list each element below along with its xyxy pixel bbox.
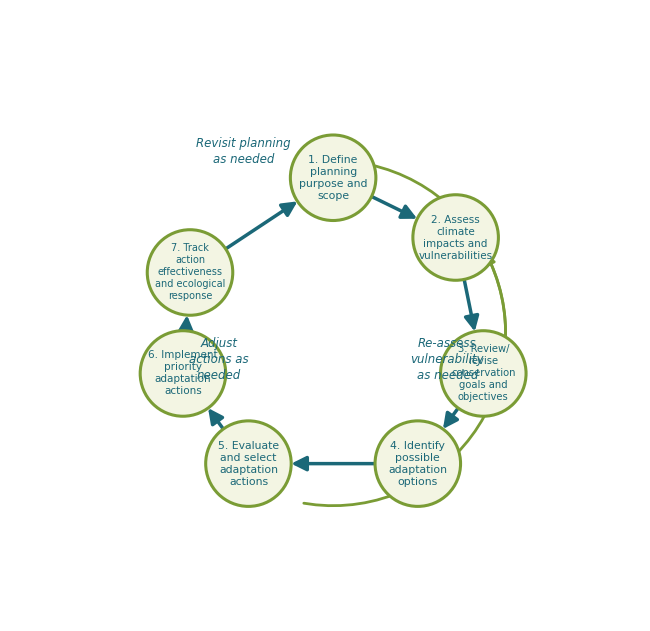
Circle shape xyxy=(375,421,461,507)
Text: Re-assess
vulnerability
as needed: Re-assess vulnerability as needed xyxy=(411,338,484,382)
Text: 5. Evaluate
and select
adaptation
actions: 5. Evaluate and select adaptation action… xyxy=(218,440,279,487)
Circle shape xyxy=(291,135,376,220)
Text: Revisit planning
as needed: Revisit planning as needed xyxy=(196,136,291,165)
Circle shape xyxy=(205,421,291,507)
Text: 6. Implement
priority
adaptation
actions: 6. Implement priority adaptation actions xyxy=(148,350,218,396)
Circle shape xyxy=(413,195,499,280)
Text: Adjust
actions as
needed: Adjust actions as needed xyxy=(189,338,249,382)
Text: 2. Assess
climate
impacts and
vulnerabilities: 2. Assess climate impacts and vulnerabil… xyxy=(419,215,493,261)
Text: 4. Identify
possible
adaptation
options: 4. Identify possible adaptation options xyxy=(388,440,447,487)
Circle shape xyxy=(441,331,526,416)
Circle shape xyxy=(140,331,226,416)
Circle shape xyxy=(148,230,233,316)
Text: 1. Define
planning
purpose and
scope: 1. Define planning purpose and scope xyxy=(299,155,367,201)
Text: 7. Track
action
effectiveness
and ecological
response: 7. Track action effectiveness and ecolog… xyxy=(155,244,225,302)
Text: 3. Review/
revise
conservation
goals and
objectives: 3. Review/ revise conservation goals and… xyxy=(451,345,515,403)
